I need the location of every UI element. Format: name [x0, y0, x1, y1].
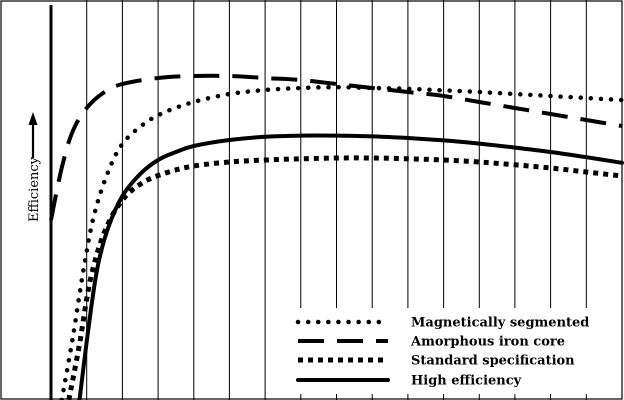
- series-curves: [49, 73, 624, 400]
- up-arrow-icon: [28, 112, 38, 125]
- legend-label-amorphous-iron-core: Amorphous iron core: [410, 335, 565, 350]
- series-line-amorphous-iron-core: [49, 73, 623, 221]
- series-line-standard-specification: [66, 155, 623, 400]
- legend: Magnetically segmented Amorphous iron cor…: [286, 308, 620, 394]
- legend-label-high-efficiency: High efficiency: [411, 374, 522, 389]
- legend-label-magnetically-segmented: Magnetically segmented: [411, 316, 589, 331]
- y-axis-label: Efficiency: [27, 156, 42, 222]
- y-axis-label-group: Efficiency: [27, 112, 42, 222]
- series-line-high-efficiency: [77, 133, 624, 400]
- legend-label-standard-specification: Standard specification: [411, 354, 575, 369]
